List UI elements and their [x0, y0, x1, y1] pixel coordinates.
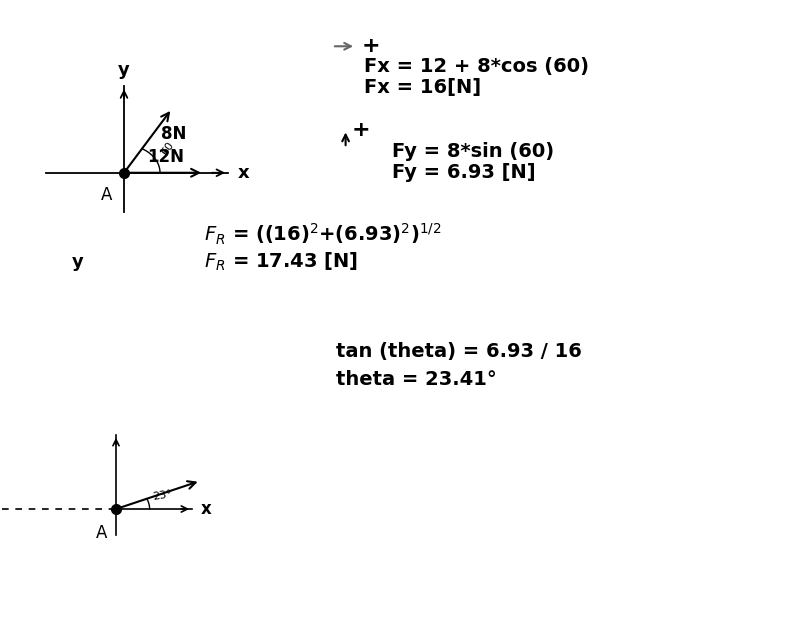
- Text: 12N: 12N: [147, 147, 184, 165]
- Text: Fx = 16[N]: Fx = 16[N]: [364, 78, 481, 97]
- Text: x: x: [201, 500, 211, 518]
- Text: Fy = 6.93 [N]: Fy = 6.93 [N]: [392, 164, 536, 182]
- Text: 60: 60: [160, 139, 176, 157]
- Text: y: y: [72, 253, 84, 271]
- Text: tan (theta) = 6.93 / 16: tan (theta) = 6.93 / 16: [336, 342, 582, 361]
- Text: Fx = 12 + 8*cos (60): Fx = 12 + 8*cos (60): [364, 57, 589, 75]
- Text: +: +: [362, 36, 380, 56]
- Text: $F_R$ = ((16)$^2$+(6.93)$^2$)$^{1/2}$: $F_R$ = ((16)$^2$+(6.93)$^2$)$^{1/2}$: [204, 222, 442, 247]
- Text: A: A: [96, 524, 107, 542]
- Text: y: y: [118, 61, 130, 79]
- Text: +: +: [351, 120, 370, 139]
- Text: theta = 23.41°: theta = 23.41°: [336, 370, 497, 389]
- Text: Fy = 8*sin (60): Fy = 8*sin (60): [392, 142, 554, 160]
- Text: 8N: 8N: [162, 125, 187, 143]
- Text: A: A: [101, 186, 112, 204]
- Text: $F_R$ = 17.43 [N]: $F_R$ = 17.43 [N]: [204, 251, 358, 273]
- Text: 23°: 23°: [152, 489, 173, 502]
- Text: x: x: [238, 164, 250, 182]
